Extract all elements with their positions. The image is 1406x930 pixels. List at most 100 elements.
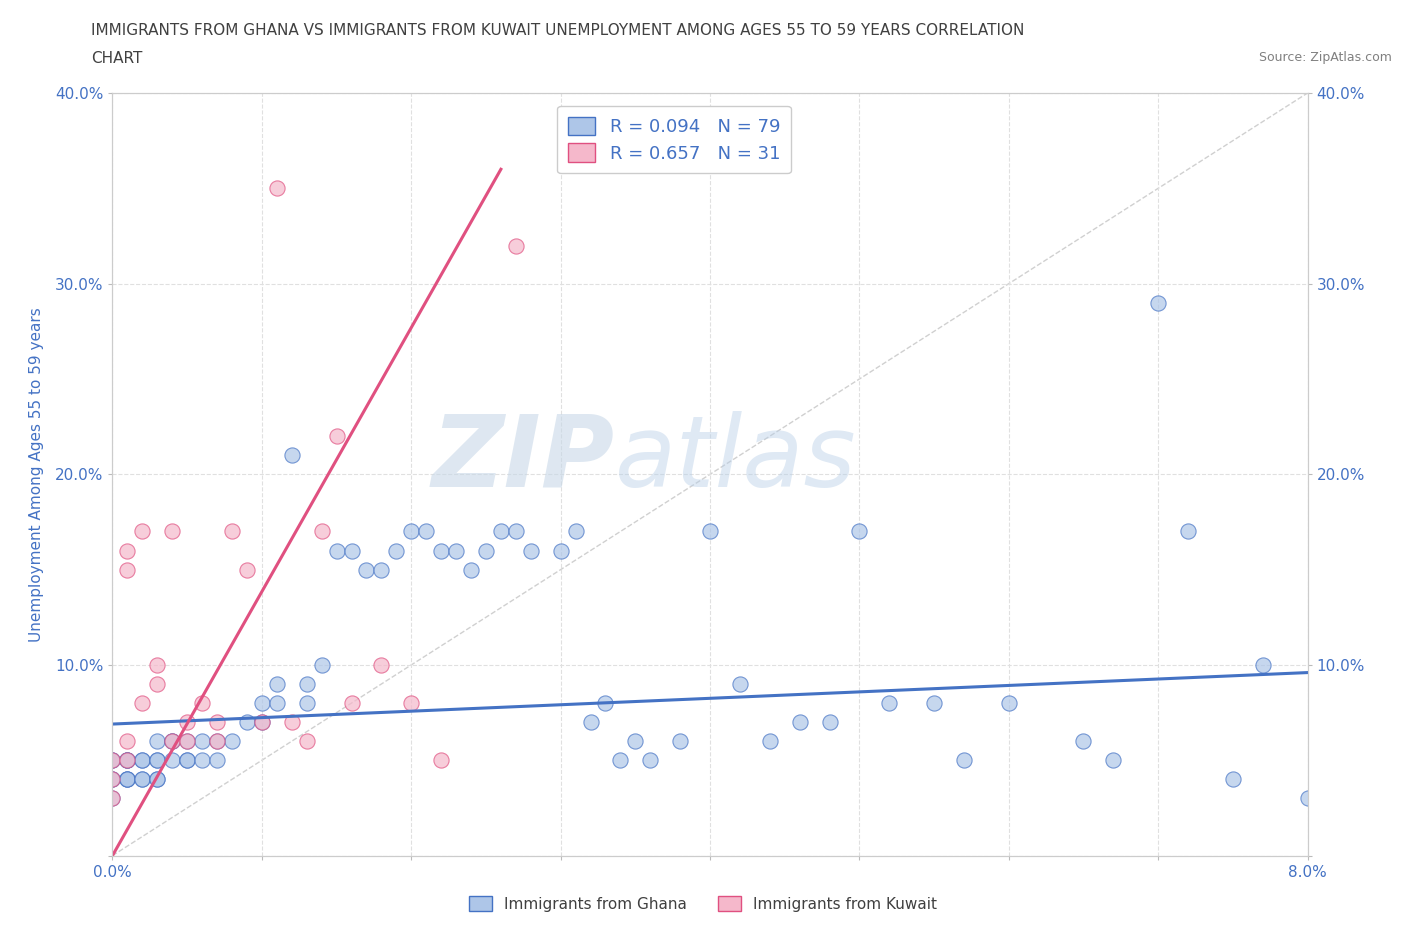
Point: [117, 734, 139, 749]
Point: [579, 714, 602, 729]
Y-axis label: Unemployment Among Ages 55 to 59 years: Unemployment Among Ages 55 to 59 years: [30, 307, 44, 642]
Point: [205, 753, 228, 768]
Point: [489, 525, 512, 539]
Legend: Immigrants from Ghana, Immigrants from Kuwait: Immigrants from Ghana, Immigrants from K…: [463, 889, 943, 918]
Point: [281, 448, 304, 463]
Point: [117, 753, 139, 768]
Point: [789, 714, 811, 729]
Point: [340, 543, 363, 558]
Point: [205, 734, 228, 749]
Point: [162, 753, 183, 768]
Text: ZIP: ZIP: [432, 410, 614, 508]
Point: [221, 734, 243, 749]
Point: [640, 753, 662, 768]
Point: [595, 696, 617, 711]
Point: [117, 772, 139, 787]
Point: [430, 753, 453, 768]
Point: [505, 525, 527, 539]
Point: [146, 658, 169, 672]
Point: [266, 677, 288, 692]
Point: [176, 714, 198, 729]
Point: [236, 714, 259, 729]
Point: [475, 543, 498, 558]
Point: [1073, 734, 1095, 749]
Point: [176, 734, 198, 749]
Point: [564, 525, 586, 539]
Point: [162, 525, 183, 539]
Point: [101, 772, 124, 787]
Point: [998, 696, 1021, 711]
Point: [146, 753, 169, 768]
Point: [295, 696, 318, 711]
Point: [550, 543, 572, 558]
Point: [191, 696, 214, 711]
Point: [401, 525, 423, 539]
Point: [1222, 772, 1244, 787]
Point: [191, 753, 214, 768]
Point: [191, 734, 214, 749]
Text: IMMIGRANTS FROM GHANA VS IMMIGRANTS FROM KUWAIT UNEMPLOYMENT AMONG AGES 55 TO 59: IMMIGRANTS FROM GHANA VS IMMIGRANTS FROM…: [91, 23, 1025, 38]
Point: [953, 753, 976, 768]
Point: [176, 734, 198, 749]
Point: [505, 238, 527, 253]
Point: [385, 543, 408, 558]
Text: Source: ZipAtlas.com: Source: ZipAtlas.com: [1258, 51, 1392, 64]
Point: [131, 772, 153, 787]
Point: [759, 734, 782, 749]
Point: [520, 543, 543, 558]
Point: [624, 734, 647, 749]
Point: [370, 658, 392, 672]
Point: [848, 525, 870, 539]
Point: [1177, 525, 1199, 539]
Point: [101, 772, 124, 787]
Point: [146, 734, 169, 749]
Point: [205, 714, 228, 729]
Point: [146, 772, 169, 787]
Point: [117, 562, 139, 577]
Point: [250, 696, 273, 711]
Point: [131, 772, 153, 787]
Point: [728, 677, 751, 692]
Point: [356, 562, 378, 577]
Point: [609, 753, 631, 768]
Point: [415, 525, 437, 539]
Point: [1147, 296, 1170, 311]
Point: [325, 543, 347, 558]
Point: [325, 429, 347, 444]
Point: [221, 525, 243, 539]
Point: [818, 714, 841, 729]
Point: [340, 696, 363, 711]
Point: [370, 562, 392, 577]
Point: [401, 696, 423, 711]
Point: [101, 790, 124, 805]
Point: [266, 696, 288, 711]
Point: [146, 677, 169, 692]
Point: [250, 714, 273, 729]
Point: [877, 696, 901, 711]
Point: [295, 734, 318, 749]
Point: [250, 714, 273, 729]
Point: [146, 772, 169, 787]
Point: [146, 753, 169, 768]
Point: [266, 181, 288, 196]
Point: [131, 753, 153, 768]
Point: [162, 734, 183, 749]
Point: [205, 734, 228, 749]
Point: [162, 734, 183, 749]
Point: [444, 543, 467, 558]
Point: [117, 772, 139, 787]
Point: [101, 753, 124, 768]
Point: [101, 753, 124, 768]
Legend: R = 0.094   N = 79, R = 0.657   N = 31: R = 0.094 N = 79, R = 0.657 N = 31: [557, 106, 792, 173]
Point: [311, 525, 333, 539]
Point: [131, 696, 153, 711]
Point: [460, 562, 482, 577]
Point: [101, 753, 124, 768]
Text: atlas: atlas: [614, 410, 856, 508]
Point: [922, 696, 945, 711]
Point: [295, 677, 318, 692]
Point: [1102, 753, 1125, 768]
Point: [430, 543, 453, 558]
Point: [311, 658, 333, 672]
Point: [117, 753, 139, 768]
